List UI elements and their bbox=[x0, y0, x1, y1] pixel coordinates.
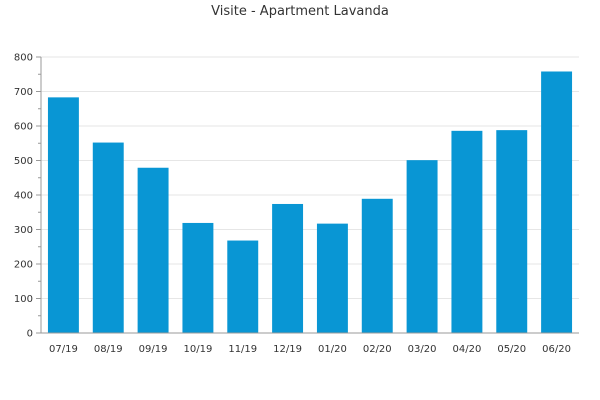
x-tick-label: 01/20 bbox=[318, 344, 347, 355]
y-tick-label: 100 bbox=[14, 294, 33, 305]
chart-title: Visite - Apartment Lavanda bbox=[211, 4, 389, 19]
x-tick-label: 03/20 bbox=[408, 344, 437, 355]
bar bbox=[137, 167, 169, 333]
x-tick-label: 04/20 bbox=[453, 344, 482, 355]
grid-lines bbox=[41, 56, 579, 299]
y-tick-label: 300 bbox=[14, 225, 33, 236]
y-tick-label: 700 bbox=[14, 87, 33, 98]
bars bbox=[47, 71, 573, 334]
axes bbox=[36, 56, 579, 334]
x-tick-label: 02/20 bbox=[363, 344, 392, 355]
x-tick-label: 12/19 bbox=[273, 344, 302, 355]
bar bbox=[541, 71, 573, 334]
y-tick-label: 400 bbox=[14, 191, 33, 202]
y-tick-label: 600 bbox=[14, 122, 33, 133]
bar bbox=[451, 130, 483, 333]
bar bbox=[496, 130, 528, 333]
tick-labels: 0 100 200 300 400 500 600 700 800 07/19 08/19 09/19… bbox=[14, 53, 571, 356]
bar bbox=[272, 203, 304, 333]
y-tick-label: 800 bbox=[14, 53, 33, 64]
bar bbox=[361, 198, 393, 333]
x-tick-label: 10/19 bbox=[184, 344, 213, 355]
bar bbox=[227, 240, 259, 333]
y-tick-label: 500 bbox=[14, 156, 33, 167]
bar bbox=[47, 97, 79, 334]
x-tick-label: 06/20 bbox=[542, 344, 571, 355]
y-tick-label: 0 bbox=[27, 329, 33, 340]
x-tick-label: 09/19 bbox=[139, 344, 168, 355]
y-tick-label: 200 bbox=[14, 260, 33, 271]
x-tick-label: 07/19 bbox=[49, 344, 78, 355]
bar bbox=[182, 222, 214, 333]
x-tick-label: 11/19 bbox=[228, 344, 257, 355]
bar bbox=[316, 223, 348, 333]
x-tick-label: 08/19 bbox=[94, 344, 123, 355]
bar bbox=[92, 142, 124, 333]
x-tick-label: 05/20 bbox=[497, 344, 526, 355]
bar bbox=[406, 160, 438, 333]
